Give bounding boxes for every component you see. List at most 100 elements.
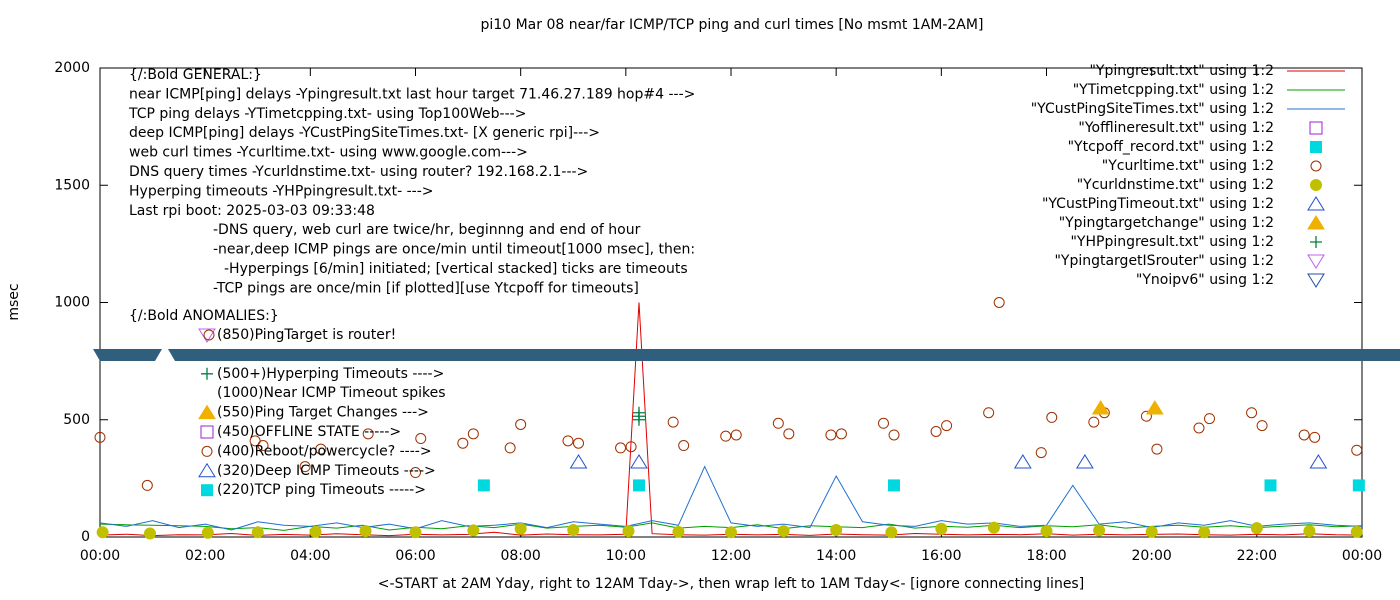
x-tick-label: 00:00 bbox=[1342, 548, 1382, 564]
legend-label: "Ypingresult.txt" using 1:2 bbox=[1089, 63, 1274, 79]
point bbox=[515, 418, 527, 430]
point bbox=[672, 525, 685, 538]
annotation: {/:Bold GENERAL:} bbox=[129, 67, 262, 83]
legend-swatch bbox=[1310, 160, 1322, 172]
point bbox=[1193, 422, 1205, 434]
point bbox=[415, 433, 427, 445]
point bbox=[1352, 479, 1365, 492]
point bbox=[201, 526, 214, 539]
point bbox=[514, 522, 527, 535]
anomaly-icon bbox=[201, 367, 213, 380]
legend-label: "YTimetcpping.txt" using 1:2 bbox=[1073, 82, 1274, 98]
point bbox=[359, 525, 372, 538]
point bbox=[410, 467, 421, 479]
point bbox=[877, 417, 889, 429]
point bbox=[930, 425, 942, 437]
x-tick-label: 18:00 bbox=[1026, 548, 1066, 564]
x-tick-label: 20:00 bbox=[1131, 548, 1171, 564]
legend-swatch bbox=[1310, 141, 1322, 153]
point bbox=[1046, 411, 1058, 423]
point bbox=[1256, 420, 1268, 432]
point bbox=[830, 523, 843, 536]
x-tick-label: 16:00 bbox=[921, 548, 961, 564]
x-tick-label: 04:00 bbox=[290, 548, 330, 564]
point bbox=[630, 454, 648, 469]
point bbox=[1035, 447, 1047, 459]
point bbox=[567, 523, 580, 536]
annotation: -Hyperpings [6/min] initiated; [vertical… bbox=[224, 261, 688, 277]
point bbox=[1145, 400, 1164, 415]
point bbox=[1198, 526, 1211, 539]
anomaly-note: (320)Deep ICMP Timeouts ----> bbox=[217, 463, 436, 479]
anomaly-icon bbox=[200, 425, 214, 439]
annotation: near ICMP[ping] delays -Ypingresult.txt … bbox=[129, 86, 695, 102]
point bbox=[569, 454, 588, 469]
point bbox=[143, 527, 156, 540]
point bbox=[1250, 522, 1263, 535]
legend-swatch bbox=[1309, 121, 1323, 135]
point bbox=[1145, 525, 1158, 538]
point bbox=[935, 522, 948, 535]
point bbox=[615, 442, 627, 454]
legend-label: "Ypingtargetchange" using 1:2 bbox=[1059, 215, 1274, 231]
point bbox=[678, 440, 690, 452]
point bbox=[1298, 429, 1310, 441]
x-tick-label: 12:00 bbox=[711, 548, 751, 564]
annotation: web curl times -Ycurltime.txt- using www… bbox=[129, 145, 528, 161]
anomaly-icon bbox=[198, 404, 216, 420]
point bbox=[1350, 525, 1363, 538]
point bbox=[1351, 444, 1363, 456]
point bbox=[993, 297, 1005, 308]
x-tick-label: 10:00 bbox=[606, 548, 646, 564]
x-tick-label: 14:00 bbox=[816, 548, 856, 564]
anomaly-icon bbox=[201, 445, 213, 457]
y-tick-label: 0 bbox=[81, 529, 90, 545]
anomaly-note: (850)PingTarget is router! bbox=[217, 327, 396, 343]
y-axis-label: msec bbox=[6, 283, 22, 320]
legend-label: "Ycurldnstime.txt" using 1:2 bbox=[1077, 177, 1274, 193]
point bbox=[573, 437, 585, 449]
x-tick-label: 02:00 bbox=[185, 548, 225, 564]
x-axis-label: <-START at 2AM Yday, right to 12AM Tday-… bbox=[378, 576, 1084, 592]
point bbox=[1013, 454, 1032, 469]
anomaly-note: (1000)Near ICMP Timeout spikes bbox=[217, 385, 446, 401]
point bbox=[257, 440, 269, 452]
legend-swatch bbox=[1307, 215, 1325, 230]
point bbox=[783, 428, 795, 440]
anomaly-icon bbox=[198, 462, 216, 478]
point bbox=[622, 525, 635, 538]
point bbox=[467, 524, 480, 537]
point bbox=[467, 428, 479, 440]
annotation: -TCP pings are once/min [if plotted][use… bbox=[213, 280, 639, 296]
annotation: {/:Bold ANOMALIES:} bbox=[129, 308, 279, 324]
y-tick-label: 1500 bbox=[54, 177, 90, 193]
anomaly-note: (400)Reboot/powercycle? ----> bbox=[217, 443, 432, 459]
point bbox=[1093, 524, 1106, 537]
x-tick-label: 22:00 bbox=[1237, 548, 1277, 564]
legend-swatch bbox=[1310, 179, 1322, 191]
point bbox=[885, 526, 898, 539]
legend-swatch bbox=[1310, 236, 1322, 248]
anomaly-icon bbox=[201, 484, 213, 497]
point bbox=[772, 417, 784, 429]
point bbox=[1075, 454, 1094, 469]
point bbox=[1088, 416, 1100, 428]
point bbox=[777, 525, 790, 538]
annotation: Last rpi boot: 2025-03-03 09:33:48 bbox=[129, 203, 375, 219]
point bbox=[309, 525, 322, 538]
banner bbox=[168, 349, 1400, 361]
annotation: -DNS query, web curl are twice/hr, begin… bbox=[213, 222, 641, 238]
annotation: TCP ping delays -YTimetcpping.txt- using… bbox=[128, 106, 526, 122]
point bbox=[251, 526, 264, 539]
plot-layer: 0 500 1000 1500 2000 00:00 02:00 04:00 06:00 08:0… bbox=[54, 60, 1382, 564]
point bbox=[504, 442, 516, 454]
point bbox=[720, 430, 732, 442]
legend-swatch bbox=[1307, 273, 1325, 288]
y-tick-label: 1000 bbox=[54, 295, 90, 311]
legend-label: "YCustPingSiteTimes.txt" using 1:2 bbox=[1031, 101, 1274, 117]
point bbox=[1091, 400, 1110, 415]
point bbox=[888, 429, 900, 441]
point bbox=[457, 437, 469, 449]
banner bbox=[93, 349, 162, 361]
